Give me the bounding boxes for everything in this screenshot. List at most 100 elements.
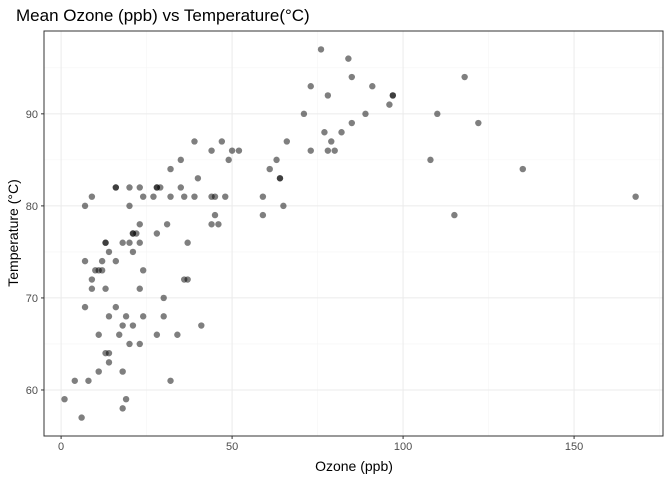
scatter-point <box>324 147 332 154</box>
scatter-point <box>177 156 184 164</box>
scatter-point <box>328 138 335 145</box>
scatter-point <box>153 331 161 338</box>
y-axis: 60 70 80 90 <box>26 109 44 397</box>
scatter-point <box>208 147 215 154</box>
x-tick-label: 100 <box>394 441 412 453</box>
scatter-point <box>632 193 639 200</box>
scatter-point <box>78 414 85 421</box>
scatter-point <box>136 221 143 228</box>
scatter-point <box>259 193 267 200</box>
scatter-point <box>122 313 130 320</box>
scatter-point <box>95 331 102 338</box>
scatter-point <box>345 55 352 62</box>
scatter-point <box>129 248 137 256</box>
scatter-point <box>321 129 328 136</box>
scatter-point <box>157 184 164 191</box>
scatter-point <box>81 303 89 311</box>
scatter-point <box>167 165 174 173</box>
scatter-point <box>338 129 345 136</box>
scatter-point <box>519 165 526 173</box>
scatter-point <box>307 83 314 90</box>
scatter-point <box>129 322 137 329</box>
data-points <box>61 46 639 421</box>
scatter-point <box>259 211 267 219</box>
scatter-point <box>95 368 102 375</box>
scatter-point <box>139 267 147 274</box>
scatter-point <box>81 202 89 210</box>
scatter-point <box>461 73 468 81</box>
scatter-point <box>105 248 113 256</box>
scatter-point <box>126 340 133 348</box>
x-axis: 0 50 100 150 <box>58 436 583 453</box>
scatter-point <box>389 92 397 99</box>
scatter-point <box>153 230 161 237</box>
scatter-point <box>235 147 243 154</box>
scatter-point <box>160 313 167 320</box>
scatter-point <box>434 110 441 118</box>
scatter-point <box>475 119 482 127</box>
x-tick-label: 0 <box>58 441 64 453</box>
y-tick-label: 70 <box>26 293 38 305</box>
scatter-point <box>139 313 147 320</box>
scatter-point <box>126 239 133 246</box>
scatter-point <box>273 156 280 164</box>
scatter-point <box>112 184 120 191</box>
scatter-point <box>105 349 113 357</box>
scatter-point <box>307 147 314 154</box>
scatter-point <box>88 193 96 200</box>
scatter-point <box>317 46 325 53</box>
scatter-point <box>280 202 287 210</box>
scatter-point <box>208 221 215 228</box>
scatter-point <box>191 138 198 145</box>
scatter-point <box>122 395 130 403</box>
scatter-point <box>112 257 120 265</box>
scatter-point <box>136 340 143 348</box>
scatter-point <box>174 331 181 338</box>
scatter-point <box>276 175 284 182</box>
scatter-point <box>160 294 167 302</box>
scatter-point <box>163 221 171 228</box>
scatter-point <box>105 313 113 320</box>
scatter-point <box>102 239 109 246</box>
scatter-point <box>222 193 229 200</box>
scatter-point <box>191 193 198 200</box>
scatter-point <box>266 165 273 173</box>
scatter-point <box>177 184 184 191</box>
scatter-point <box>283 138 291 145</box>
scatter-point <box>71 377 78 384</box>
scatter-point <box>102 285 109 292</box>
scatter-point <box>386 101 393 108</box>
scatter-point <box>88 285 96 292</box>
scatter-point <box>331 147 338 154</box>
scatter-point <box>211 211 219 219</box>
scatter-point <box>136 239 143 246</box>
y-tick-label: 60 <box>26 385 38 397</box>
scatter-point <box>228 147 236 154</box>
scatter-point <box>88 276 96 283</box>
scatter-point <box>198 322 205 329</box>
grid <box>44 31 663 437</box>
scatter-point <box>348 73 355 81</box>
scatter-point <box>218 138 226 145</box>
scatter-point <box>136 285 143 292</box>
scatter-point <box>194 175 202 182</box>
scatter-point <box>225 156 232 164</box>
chart-title: Mean Ozone (ppb) vs Temperature(°C) <box>16 6 310 25</box>
scatter-point <box>211 193 219 200</box>
scatter-point <box>150 193 157 200</box>
scatter-point <box>348 119 355 127</box>
scatter-point <box>119 368 126 375</box>
scatter-point <box>81 257 89 265</box>
scatter-point <box>112 303 120 311</box>
scatter-point <box>184 239 191 246</box>
scatter-point <box>167 377 174 384</box>
scatter-point <box>119 322 126 329</box>
scatter-point <box>324 92 332 99</box>
y-tick-label: 90 <box>26 109 38 121</box>
scatter-point <box>119 405 126 412</box>
scatter-point <box>184 276 191 283</box>
scatter-point <box>136 184 143 191</box>
scatter-point <box>133 230 140 237</box>
y-axis-title: Temperature (°C) <box>5 179 21 287</box>
